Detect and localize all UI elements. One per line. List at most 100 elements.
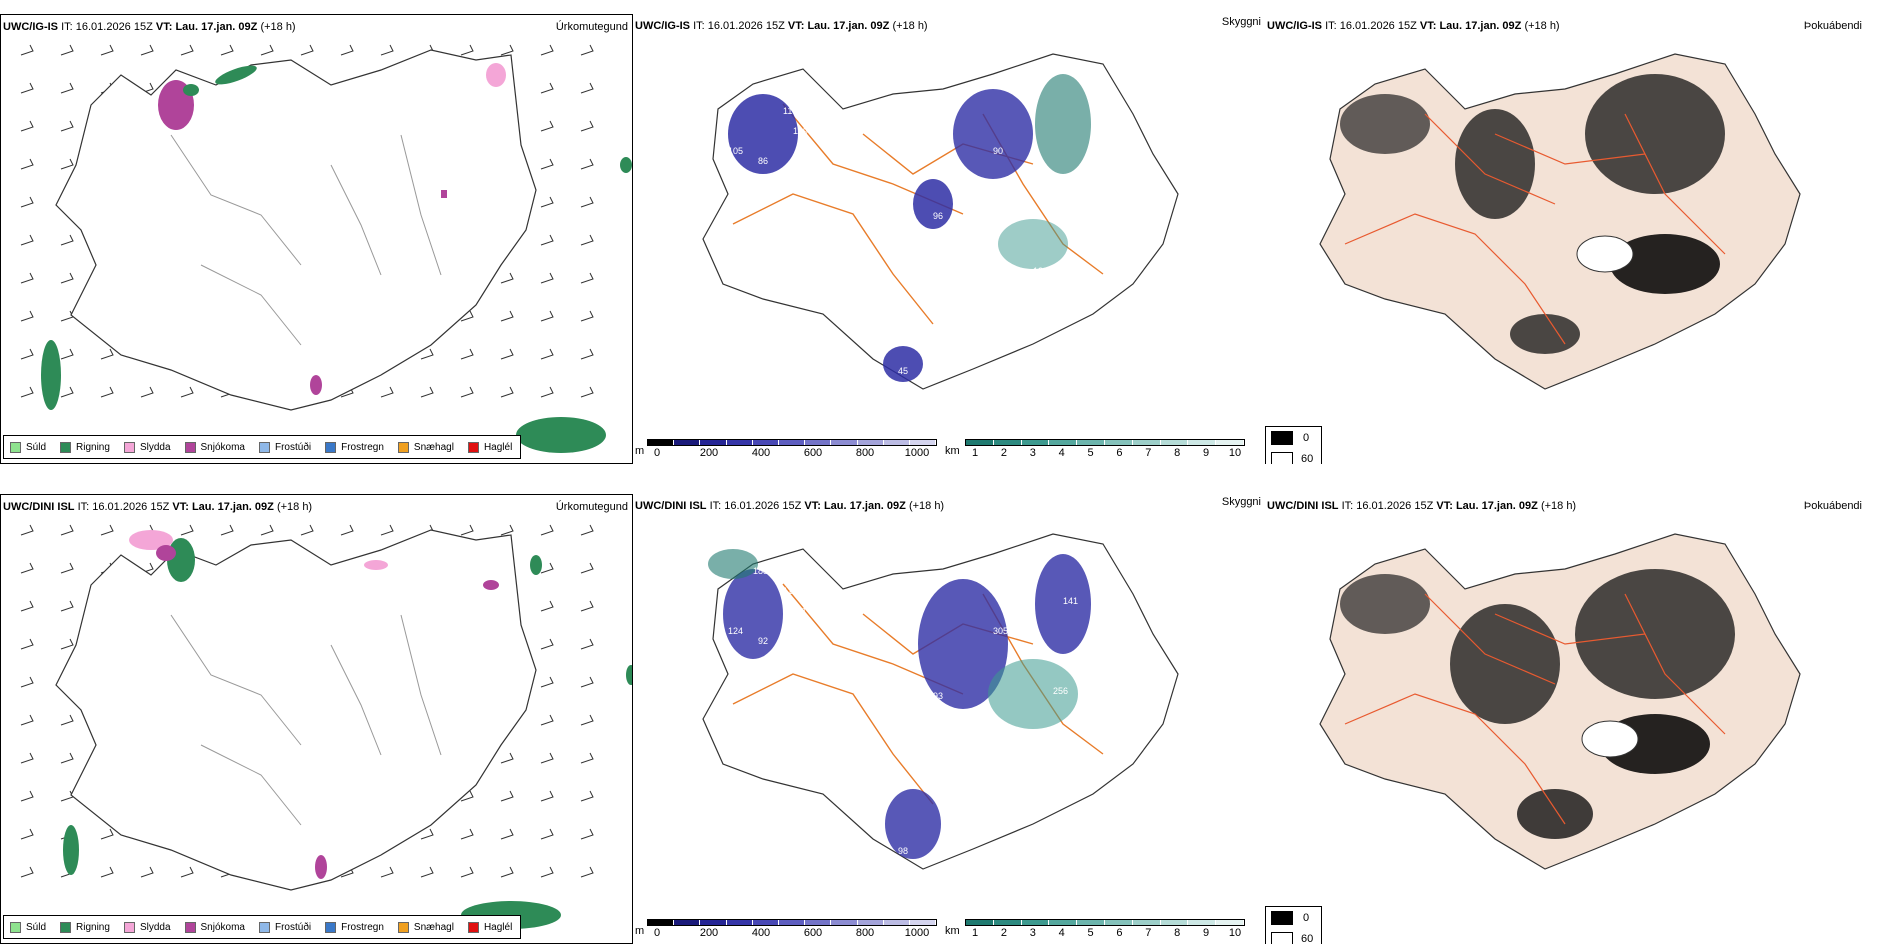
wind-barb [580, 714, 594, 726]
visibility-value: 82 [793, 716, 803, 726]
colorbar-step [778, 440, 806, 445]
visibility-value: 135 [833, 276, 848, 286]
wind-barb [180, 386, 194, 398]
legend-item: Rigning [60, 441, 110, 453]
wind-barb [20, 524, 34, 536]
wind-barb [20, 310, 34, 322]
legend-label: Snjókoma [200, 921, 245, 933]
wind-barb [500, 524, 514, 536]
visibility-value: 124 [728, 626, 743, 636]
wind-barb [540, 524, 554, 536]
colorbar-step [1077, 440, 1105, 445]
colorbar-tick: 0 [653, 927, 661, 939]
fog-map-bottom [1319, 533, 1801, 870]
wind-barb [580, 310, 594, 322]
wind-barb [60, 562, 74, 574]
precip-legend: Súld Rigning Slydda Snjókoma Frostúði Frostre… [3, 435, 522, 459]
colorbar-tick: 1000 [904, 927, 930, 939]
wind-barb [60, 120, 74, 132]
wind-barb [20, 386, 34, 398]
wind-barb [180, 44, 194, 56]
legend-label: Frostregn [341, 921, 384, 933]
colorbar-step [831, 920, 858, 925]
wind-barb [20, 600, 34, 612]
visibility-value: 162 [1033, 746, 1048, 756]
colorbar-step [1188, 920, 1217, 925]
wind-barb [580, 524, 594, 536]
visibility-value: 45 [898, 366, 908, 376]
colorbar-step [1216, 920, 1244, 925]
visibility-value: 103 [753, 86, 768, 96]
wind-barb [180, 866, 194, 878]
wind-barb [540, 790, 554, 802]
wind-barb [580, 158, 594, 170]
visibility-value: 141 [1063, 596, 1078, 606]
colorbar-tick: 6 [1116, 927, 1123, 939]
wind-barb [580, 44, 594, 56]
wind-barb [580, 676, 594, 688]
wind-barb [540, 752, 554, 764]
legend-label: Frostregn [341, 441, 384, 453]
wind-barb [20, 714, 34, 726]
wind-barb [60, 638, 74, 650]
wind-barb [20, 676, 34, 688]
visibility-value: 36 [1068, 61, 1078, 71]
visibility-value: 117 [783, 106, 797, 116]
visibility-value: 122 [833, 756, 848, 766]
wind-barb [20, 82, 34, 94]
wind-barb [500, 386, 514, 398]
wind-barb [420, 348, 434, 360]
wind-barb [100, 386, 114, 398]
colorbar-tick: 6 [1116, 447, 1123, 459]
legend-item: Frostregn [325, 441, 384, 453]
visibility-value: 65 [893, 391, 903, 401]
wind-barb [180, 524, 194, 536]
wind-barb [100, 348, 114, 360]
panel-header: UWC/DINI ISL IT: 16.01.2026 15Z VT: Lau.… [635, 500, 945, 512]
colorbar-step [857, 920, 884, 925]
colorbar-tick: 7 [1145, 447, 1152, 459]
elevation-colorbar-bottom: m 0 200 400 600 800 1000 [635, 919, 937, 941]
legend-label: Rigning [76, 921, 110, 933]
wind-barb [580, 638, 594, 650]
visibility-value: 93 [933, 691, 943, 701]
wind-barb [540, 676, 554, 688]
legend-item: Frostúði [258, 441, 311, 453]
wind-barb [540, 120, 554, 132]
legend-swatch [184, 441, 196, 453]
wind-barb [20, 790, 34, 802]
legend-item: Súld [10, 441, 47, 453]
visibility-colorbar-bottom: km 1 2 3 4 5 6 7 8 9 10 [945, 919, 1245, 941]
panel-title: Skyggni [1221, 16, 1261, 28]
legend-swatch [123, 921, 135, 933]
wind-barb [260, 44, 274, 56]
wind-barb [580, 790, 594, 802]
wind-barb [500, 348, 514, 360]
legend-label: Snæhagl [413, 441, 454, 453]
colorbar-step [966, 920, 994, 925]
wind-barb [540, 828, 554, 840]
visibility-panel-top: UWC/IG-IS IT: 16.01.2026 15Z VT: Lau. 17… [633, 14, 1265, 464]
colorbar-tick: 5 [1087, 927, 1094, 939]
legend-item: Súld [10, 921, 46, 933]
legend-label: Súld [26, 441, 47, 453]
wind-barb [60, 386, 74, 398]
wind-barb [540, 82, 554, 94]
colorbar-step [805, 440, 832, 445]
wind-barb [540, 234, 554, 246]
wind-barb [460, 828, 474, 840]
colorbar-step [778, 920, 806, 925]
wind-barb [60, 158, 74, 170]
visibility-map-bottom: 133 188 124 92 111 117 93 82 305 256 162 122 207 98 11… [702, 533, 1179, 881]
colorbar-step [883, 440, 910, 445]
visibility-value: 116 [953, 246, 967, 256]
legend-swatch [467, 921, 479, 933]
visibility-value: 111 [953, 726, 967, 736]
legend-item: Slydda [123, 921, 171, 933]
colorbar-step [1104, 440, 1133, 445]
panel-header: UWC/IG-IS IT: 16.01.2026 15Z VT: Lau. 17… [1267, 20, 1560, 32]
colorbar-tick: 8 [1174, 927, 1181, 939]
wind-barb [540, 272, 554, 284]
colorbar-tick: 200 [699, 447, 719, 459]
colorbar-step [993, 440, 1022, 445]
